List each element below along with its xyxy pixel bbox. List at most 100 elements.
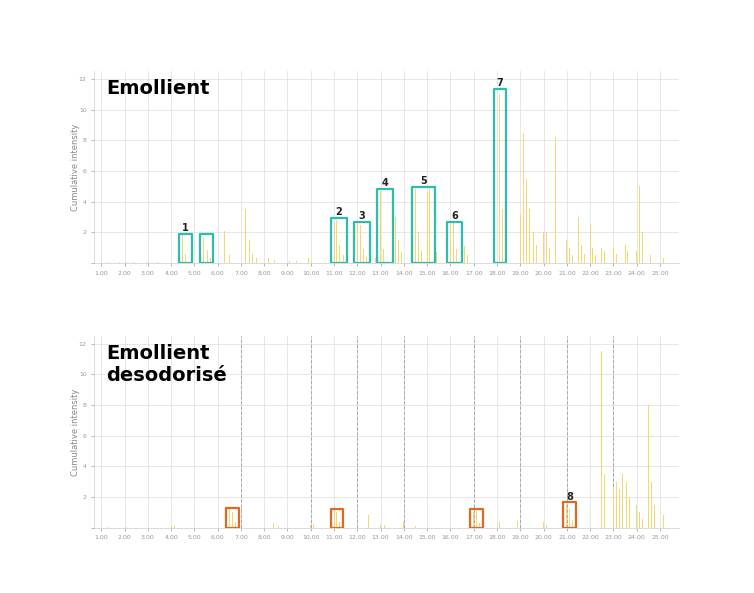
Bar: [569, 509, 570, 528]
Bar: [336, 512, 337, 528]
Bar: [650, 256, 651, 263]
Bar: [557, 225, 559, 263]
Bar: [377, 189, 394, 263]
Text: 6: 6: [451, 211, 458, 221]
Bar: [415, 189, 416, 263]
Text: Emollient: Emollient: [106, 79, 210, 98]
Text: 2: 2: [336, 207, 342, 217]
Bar: [601, 351, 602, 528]
Bar: [546, 232, 547, 263]
Bar: [479, 523, 480, 528]
Bar: [549, 248, 550, 263]
Bar: [450, 225, 451, 263]
Bar: [380, 191, 381, 263]
Bar: [642, 518, 643, 528]
Bar: [626, 482, 627, 528]
Bar: [639, 186, 640, 263]
Bar: [433, 240, 434, 263]
Bar: [354, 222, 370, 263]
Bar: [456, 249, 457, 263]
Bar: [499, 522, 500, 528]
Bar: [578, 217, 579, 263]
Bar: [636, 505, 637, 528]
Bar: [174, 526, 175, 528]
Bar: [375, 257, 376, 263]
Bar: [343, 256, 344, 263]
Bar: [333, 511, 335, 528]
Bar: [566, 505, 567, 528]
Bar: [497, 91, 498, 263]
Bar: [268, 257, 269, 263]
Bar: [339, 244, 340, 263]
Bar: [101, 261, 102, 263]
Bar: [430, 189, 431, 263]
Text: 4: 4: [382, 178, 388, 188]
Bar: [543, 522, 544, 528]
Bar: [401, 252, 402, 263]
Bar: [622, 474, 624, 528]
Bar: [415, 526, 416, 528]
Bar: [397, 240, 399, 263]
Bar: [308, 259, 309, 263]
Bar: [636, 251, 637, 263]
Bar: [311, 261, 312, 263]
Bar: [566, 240, 567, 263]
Text: 1: 1: [182, 223, 189, 233]
Bar: [546, 525, 547, 528]
Bar: [436, 252, 437, 263]
Bar: [380, 525, 381, 528]
Bar: [645, 251, 646, 263]
Text: 7: 7: [496, 78, 503, 88]
Bar: [296, 262, 297, 263]
Text: 8: 8: [566, 492, 573, 502]
Bar: [572, 520, 573, 528]
Bar: [157, 262, 158, 263]
Y-axis label: Cumulative intensity: Cumulative intensity: [72, 123, 81, 211]
Bar: [467, 256, 468, 263]
Bar: [555, 137, 556, 263]
Y-axis label: Cumulative intensity: Cumulative intensity: [72, 388, 81, 476]
Bar: [660, 512, 661, 528]
Bar: [569, 248, 570, 263]
Bar: [627, 251, 628, 263]
Bar: [601, 248, 602, 263]
Bar: [101, 527, 102, 528]
Bar: [200, 234, 213, 263]
Bar: [642, 232, 643, 263]
Text: Emollient
desodorisé: Emollient desodorisé: [106, 343, 227, 385]
Bar: [660, 256, 661, 263]
Bar: [616, 254, 617, 263]
Bar: [273, 523, 274, 528]
Bar: [394, 217, 396, 263]
Bar: [494, 89, 507, 263]
Bar: [384, 525, 385, 528]
Bar: [333, 222, 335, 263]
Bar: [452, 223, 454, 263]
Bar: [179, 234, 192, 263]
Bar: [228, 256, 230, 263]
Bar: [613, 248, 614, 263]
Bar: [225, 508, 238, 528]
Bar: [663, 515, 664, 528]
Bar: [613, 489, 614, 528]
Bar: [249, 240, 250, 263]
Bar: [330, 218, 347, 263]
Bar: [502, 209, 503, 263]
Bar: [231, 512, 232, 528]
Bar: [427, 192, 428, 263]
Bar: [536, 244, 537, 263]
Bar: [616, 482, 617, 528]
Bar: [147, 262, 149, 263]
Bar: [210, 257, 211, 263]
Bar: [470, 509, 483, 528]
Bar: [560, 248, 562, 263]
Bar: [224, 231, 225, 263]
Bar: [357, 223, 358, 263]
Bar: [412, 187, 435, 263]
Bar: [403, 522, 404, 528]
Bar: [532, 232, 534, 263]
Bar: [366, 257, 367, 263]
Bar: [392, 194, 393, 263]
Bar: [663, 259, 664, 263]
Bar: [517, 521, 519, 528]
